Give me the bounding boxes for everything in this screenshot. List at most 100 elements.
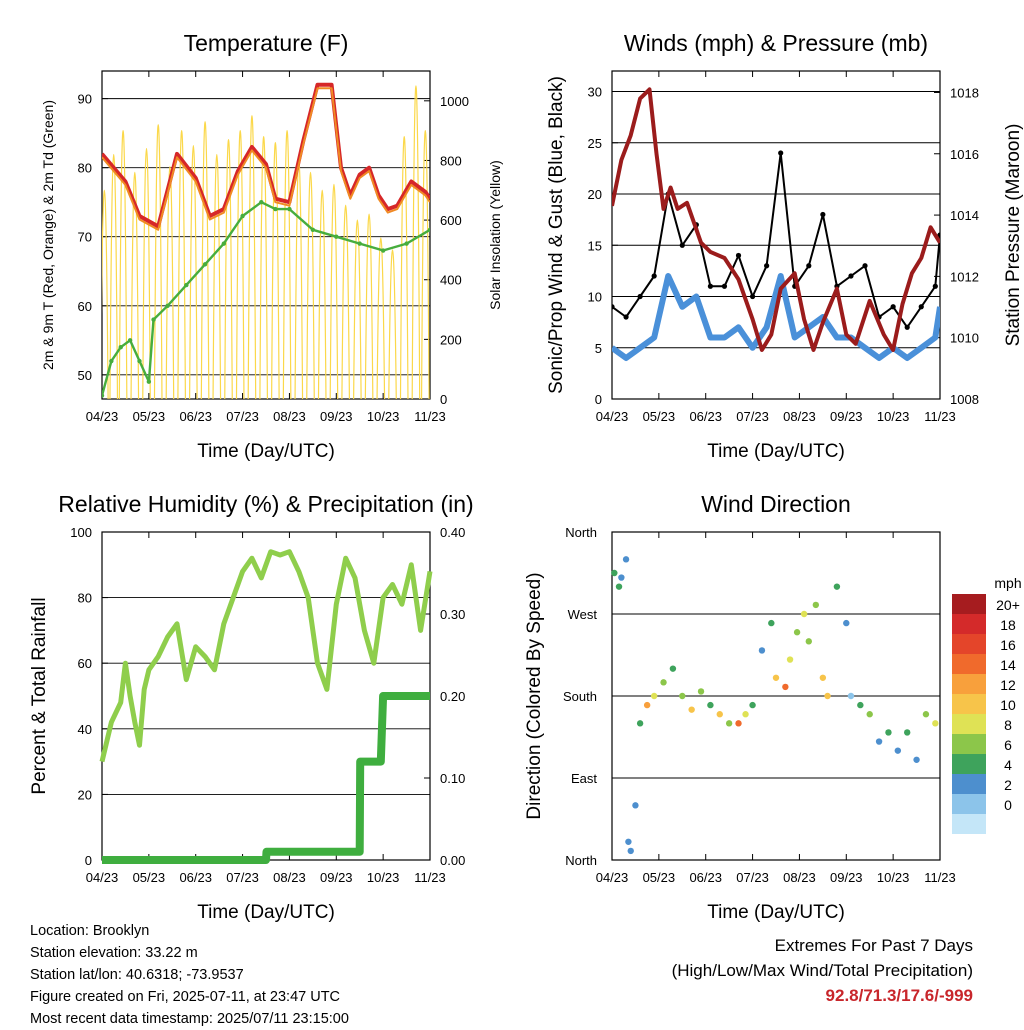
direction-xtick-label: 05/23	[643, 870, 676, 885]
direction-xlabel: Time (Day/UTC)	[707, 902, 845, 923]
direction-point	[857, 701, 864, 709]
direction-xtick-label: 04/23	[596, 870, 629, 885]
humidity-ytick-label: 0	[85, 853, 92, 868]
direction-legend-swatch	[952, 734, 986, 754]
direction-ytick-label: East	[571, 771, 597, 786]
winds-ytick-right-label: 1018	[950, 85, 979, 100]
humidity-ytick-right-label: 0.10	[440, 771, 465, 786]
temperature-solar-spike	[317, 189, 327, 399]
temperature-solar-spike	[259, 135, 269, 399]
humidity-precip-line	[102, 692, 430, 864]
winds-xlabel: Time (Day/UTC)	[707, 441, 845, 462]
winds-xtick-label: 11/23	[924, 409, 956, 424]
extremes-title: Extremes For Past 7 Days	[774, 936, 973, 955]
temperature-ytick-label: 80	[78, 161, 92, 176]
station-elevation: Station elevation: 33.22 m	[30, 945, 198, 961]
humidity-title: Relative Humidity (%) & Precipitation (i…	[58, 491, 473, 517]
temperature-solar-spike	[341, 204, 351, 399]
direction-point	[632, 802, 639, 809]
winds-ytick-right-label: 1010	[950, 331, 979, 346]
temperature-solar-spike	[411, 85, 421, 399]
temperature-solar-spike	[294, 159, 304, 399]
direction-ytick-label: West	[568, 607, 598, 622]
direction-ytick-label: North	[565, 525, 597, 540]
direction-title: Wind Direction	[701, 491, 851, 517]
direction-point	[650, 692, 658, 700]
humidity-xtick-label: 09/23	[320, 870, 353, 885]
direction-point	[833, 583, 841, 590]
direction-point	[847, 692, 855, 700]
winds-xtick-label: 08/23	[783, 409, 816, 424]
direction-point	[800, 610, 808, 618]
winds-ylabel: Sonic/Prop Wind & Gust (Blue, Black)	[546, 76, 567, 394]
temperature-ytick-label: 70	[78, 230, 92, 245]
temperature-solar-spike	[235, 130, 245, 399]
humidity-xlabel: Time (Day/UTC)	[197, 902, 335, 923]
direction-legend-label: 6	[1004, 737, 1012, 753]
station-info: Location: Brooklyn Station elevation: 33…	[30, 920, 349, 1030]
temperature-solar-spike	[364, 213, 374, 399]
direction-legend-label: 12	[1000, 677, 1016, 693]
temperature-solar-spike	[376, 237, 386, 399]
direction-point	[793, 629, 801, 636]
temperature-ytick-right-label: 0	[440, 392, 447, 407]
winds-ytick-label: 20	[588, 187, 602, 202]
winds-ytick-right-label: 1016	[950, 147, 979, 162]
direction-point	[875, 738, 883, 745]
temperature-ytick-right-label: 1000	[440, 94, 469, 109]
direction-ytick-label: North	[565, 853, 597, 868]
direction-xtick-label: 07/23	[736, 870, 769, 885]
direction-ylabel: Direction (Colored By Speed)	[524, 572, 545, 819]
humidity-xtick-label: 08/23	[273, 870, 306, 885]
direction-xtick-label: 08/23	[783, 870, 816, 885]
temperature-ytick-label: 60	[78, 299, 92, 314]
direction-point	[782, 683, 789, 691]
temperature-solar-spike	[420, 130, 430, 399]
winds-ytick-right-label: 1014	[950, 208, 979, 223]
humidity-xtick-label: 05/23	[133, 870, 166, 885]
direction-point	[932, 720, 939, 727]
direction-legend-swatch	[952, 634, 986, 654]
temperature-solar-spike	[102, 189, 109, 399]
temperature-solar-spike	[353, 219, 362, 399]
direction-legend-swatch	[952, 814, 986, 834]
direction-point	[904, 729, 911, 736]
direction-legend-swatch	[952, 754, 986, 774]
station-latlon: Station lat/lon: 40.6318; -73.9537	[30, 967, 244, 983]
direction-point	[669, 665, 677, 672]
direction-point	[819, 674, 827, 681]
temperature-xtick-label: 07/23	[226, 409, 259, 424]
temperature-xtick-label: 11/23	[414, 409, 446, 424]
direction-legend-label: 2	[1004, 777, 1012, 793]
winds-ytick-label: 5	[595, 341, 602, 356]
direction-xtick-label: 10/23	[877, 870, 910, 885]
direction-point	[749, 701, 756, 709]
direction-legend-swatch	[952, 794, 986, 814]
temperature-solar-spike	[200, 121, 210, 399]
temperature-ylabel: 2m & 9m T (Red, Orange) & 2m Td (Green)	[40, 100, 56, 370]
temperature-solar-spike	[177, 130, 187, 399]
direction-point	[824, 692, 831, 700]
winds-title: Winds (mph) & Pressure (mb)	[624, 30, 928, 56]
direction-point	[786, 656, 794, 663]
winds-plot-area	[612, 87, 940, 361]
humidity-xtick-label: 06/23	[179, 870, 212, 885]
direction-legend-swatch	[952, 714, 986, 734]
temperature-solar-spike	[189, 144, 198, 399]
direction-point	[625, 838, 632, 845]
temperature-solar-spike	[399, 135, 409, 399]
winds-ytick-label: 0	[595, 392, 602, 407]
temperature-xtick-label: 10/23	[367, 409, 400, 424]
direction-point	[885, 729, 892, 736]
winds-ytick-right-label: 1008	[950, 392, 979, 407]
direction-point	[772, 674, 780, 681]
direction-point	[922, 711, 930, 718]
temperature-ytick-label: 50	[78, 368, 92, 383]
temperature-dewpoint-line	[102, 201, 430, 396]
temperature-solar-spike	[282, 130, 292, 399]
humidity-ytick-right-label: 0.00	[440, 853, 465, 868]
direction-xtick-label: 09/23	[830, 870, 863, 885]
direction-point	[894, 747, 902, 754]
direction-legend-swatch	[952, 654, 986, 674]
humidity-plot-area	[99, 549, 433, 864]
